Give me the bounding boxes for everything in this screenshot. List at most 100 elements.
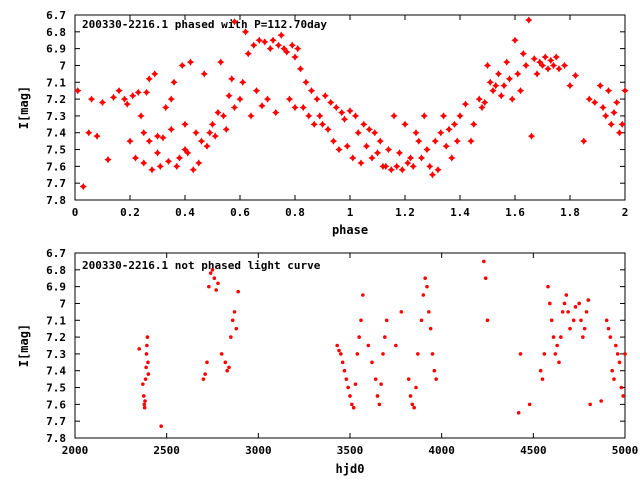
data-point	[228, 75, 236, 83]
data-point	[340, 360, 345, 365]
data-points	[137, 259, 627, 429]
data-point	[581, 335, 585, 339]
data-point	[579, 318, 583, 323]
y-axis-label: I[mag]	[17, 86, 31, 129]
data-point	[263, 95, 272, 103]
data-point	[258, 102, 266, 110]
data-point	[610, 368, 614, 373]
data-point	[344, 377, 349, 381]
data-point	[366, 343, 371, 348]
data-point	[489, 87, 497, 95]
data-point	[604, 87, 613, 95]
data-point	[269, 36, 277, 44]
data-point	[145, 75, 153, 83]
data-point	[371, 129, 379, 137]
data-point	[384, 318, 389, 323]
data-point	[431, 137, 439, 145]
x-tick-label: 1.2	[395, 206, 415, 219]
data-point	[205, 360, 209, 365]
data-point	[608, 335, 613, 339]
data-point	[305, 112, 313, 120]
data-point	[324, 125, 332, 133]
data-point	[568, 326, 572, 331]
data-point	[98, 98, 107, 107]
data-point	[340, 115, 349, 123]
data-point	[255, 36, 263, 44]
data-point	[250, 41, 258, 49]
data-point	[623, 352, 627, 356]
data-point	[131, 154, 140, 162]
data-point	[232, 310, 237, 314]
data-point	[335, 145, 343, 154]
data-point	[343, 142, 351, 150]
data-point	[217, 58, 225, 66]
data-point	[143, 399, 147, 403]
data-point	[519, 50, 527, 58]
y-tick-label: 7.3	[46, 110, 66, 123]
y-tick-label: 6.8	[46, 26, 66, 39]
data-point	[514, 70, 522, 78]
data-point	[85, 129, 93, 137]
data-point	[390, 112, 398, 120]
data-point	[234, 326, 239, 331]
data-point	[551, 335, 556, 339]
data-point	[599, 103, 607, 112]
data-point	[370, 360, 374, 365]
data-point	[588, 402, 592, 407]
data-point	[379, 382, 383, 386]
data-point	[591, 98, 599, 107]
y-tick-label: 7.8	[46, 194, 66, 207]
y-tick-label: 7.3	[46, 348, 66, 361]
data-point	[478, 103, 486, 112]
x-tick-label: 1	[347, 206, 354, 219]
data-point	[485, 318, 490, 323]
data-point	[247, 112, 255, 120]
data-point	[349, 154, 357, 162]
data-point	[144, 352, 149, 356]
data-point	[500, 82, 508, 90]
data-point	[239, 78, 247, 86]
data-point	[261, 38, 269, 46]
data-point	[482, 259, 486, 264]
data-point	[368, 154, 376, 162]
data-point	[230, 318, 235, 323]
data-point	[481, 98, 489, 107]
data-point	[87, 95, 96, 103]
data-point	[266, 45, 274, 53]
y-tick-label: 6.9	[46, 43, 66, 56]
data-point	[201, 377, 206, 381]
data-point	[547, 56, 555, 65]
data-point	[467, 137, 475, 145]
data-point	[277, 31, 285, 39]
data-point	[285, 95, 294, 103]
data-point	[359, 318, 363, 323]
x-tick-label: 0.8	[285, 206, 305, 219]
data-point	[346, 385, 350, 390]
data-point	[384, 145, 393, 154]
data-point	[619, 385, 624, 390]
y-tick-label: 6.7	[46, 247, 66, 260]
data-point	[522, 61, 530, 70]
data-point	[376, 137, 384, 145]
data-point	[291, 103, 299, 112]
data-point	[540, 377, 545, 381]
data-point	[542, 352, 547, 356]
data-point	[607, 120, 615, 128]
data-point	[432, 368, 437, 373]
x-tick-label: 2500	[153, 444, 180, 457]
y-tick-label: 7.7	[46, 415, 66, 428]
data-point	[573, 305, 578, 309]
data-point	[189, 166, 197, 174]
data-point	[404, 159, 412, 167]
data-point	[164, 157, 173, 165]
data-point	[351, 112, 360, 120]
data-point	[134, 88, 142, 96]
data-point	[373, 377, 378, 381]
data-point	[170, 78, 178, 86]
data-point	[145, 343, 149, 348]
data-point	[560, 61, 569, 70]
data-point	[74, 87, 82, 95]
data-point	[227, 365, 231, 370]
y-axis-label: I[mag]	[17, 324, 31, 367]
